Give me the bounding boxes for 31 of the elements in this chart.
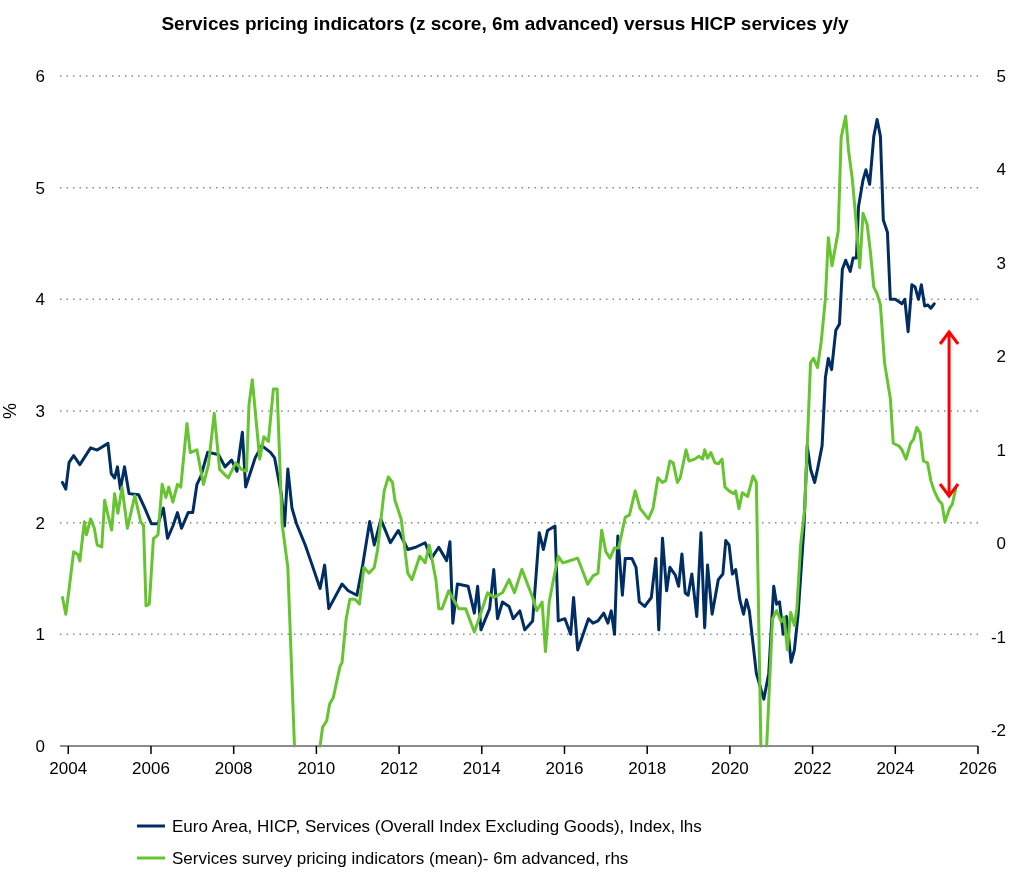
x-tick-label: 2022 bbox=[793, 759, 832, 778]
y2-tick-label: -2 bbox=[990, 721, 1006, 741]
y-tick-label: 1 bbox=[35, 625, 45, 645]
x-tick-label: 2026 bbox=[959, 759, 997, 778]
y-tick-label: 6 bbox=[35, 67, 45, 86]
x-tick-label: 2006 bbox=[132, 759, 170, 778]
y-axis-title: % bbox=[0, 402, 20, 420]
y2-tick-label: 1 bbox=[996, 440, 1006, 460]
y2-tick-label: 2 bbox=[996, 347, 1006, 367]
x-tick-label: 2014 bbox=[462, 759, 501, 778]
y-tick-label: 4 bbox=[35, 290, 45, 310]
x-tick-label: 2008 bbox=[214, 759, 253, 778]
y2-tick-label: 5 bbox=[996, 67, 1006, 86]
x-tick-label: 2018 bbox=[628, 759, 667, 778]
chart-title: Services pricing indicators (z score, 6m advanced) versus HICP services y/y bbox=[161, 13, 850, 34]
y2-tick-label: 0 bbox=[996, 534, 1006, 554]
legend-label: Services survey pricing indicators (mean)- 6m advanced, rhs bbox=[172, 849, 629, 868]
y2-tick-label: 4 bbox=[996, 160, 1006, 180]
x-tick-label: 2024 bbox=[876, 759, 915, 778]
y-tick-label: 5 bbox=[35, 178, 45, 198]
x-tick-label: 2010 bbox=[297, 759, 336, 778]
legend-label: Euro Area, HICP, Services (Overall Index Excluding Goods), Index, lhs bbox=[172, 817, 702, 836]
x-tick-label: 2016 bbox=[545, 759, 584, 778]
y-tick-label: 0 bbox=[35, 737, 45, 756]
y-tick-label: 2 bbox=[35, 513, 45, 533]
x-tick-label: 2020 bbox=[710, 759, 749, 778]
y-tick-label: 3 bbox=[35, 402, 45, 421]
y2-tick-label: -1 bbox=[990, 627, 1006, 647]
x-tick-label: 2004 bbox=[49, 759, 88, 778]
y2-tick-label: 3 bbox=[996, 253, 1006, 273]
x-tick-label: 2012 bbox=[380, 759, 418, 778]
